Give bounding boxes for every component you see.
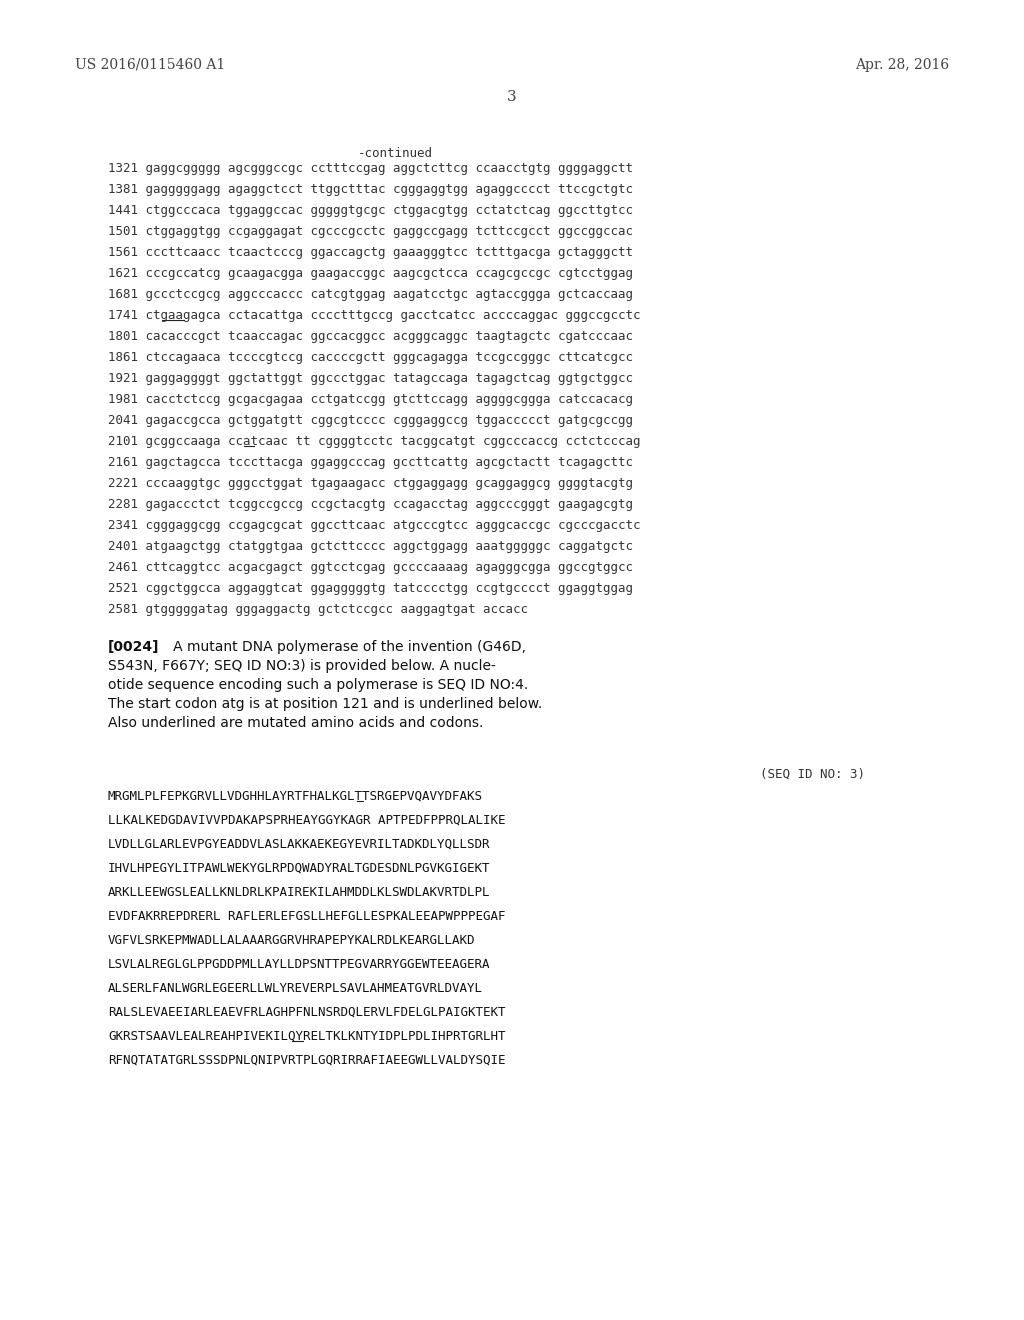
Text: 2461 cttcaggtcc acgacgagct ggtcctcgag gccccaaaag agagggcgga ggccgtggcc: 2461 cttcaggtcc acgacgagct ggtcctcgag gc…: [108, 561, 633, 574]
Text: VGFVLSRKEPMWADLLALAAARGGRVHRAPEPYKALRDLKEARGLLAKD: VGFVLSRKEPMWADLLALAAARGGRVHRAPEPYKALRDLK…: [108, 935, 475, 946]
Text: ARKLLEEWGSLEALLKNLDRLKPAIREKILAHMDDLKLSWDLAKVRTDLPL: ARKLLEEWGSLEALLKNLDRLKPAIREKILAHMDDLKLSW…: [108, 886, 490, 899]
Text: LVDLLGLARLEVPGYEADDVLASLAKKAEKEGYEVRILTADKDLYQLLSDR: LVDLLGLARLEVPGYEADDVLASLAKKAEKEGYEVRILTA…: [108, 838, 490, 851]
Text: 2281 gagaccctct tcggccgccg ccgctacgtg ccagacctag aggcccgggt gaagagcgtg: 2281 gagaccctct tcggccgccg ccgctacgtg cc…: [108, 498, 633, 511]
Text: 1441 ctggcccaca tggaggccac gggggtgcgc ctggacgtgg cctatctcag ggccttgtcc: 1441 ctggcccaca tggaggccac gggggtgcgc ct…: [108, 205, 633, 216]
Text: LSVLALREGLGLPPGDDPMLLAYLLDPSNTTPEGVARRYGGEWTEEAGERA: LSVLALREGLGLPPGDDPMLLAYLLDPSNTTPEGVARRYG…: [108, 958, 490, 972]
Text: S543N, F667Y; SEQ ID NO:3) is provided below. A nucle-: S543N, F667Y; SEQ ID NO:3) is provided b…: [108, 659, 496, 673]
Text: 2161 gagctagcca tcccttacga ggaggcccag gccttcattg agcgctactt tcagagcttc: 2161 gagctagcca tcccttacga ggaggcccag gc…: [108, 455, 633, 469]
Text: 1801 cacacccgct tcaaccagac ggccacggcc acgggcaggc taagtagctc cgatcccaac: 1801 cacacccgct tcaaccagac ggccacggcc ac…: [108, 330, 633, 343]
Text: RALSLEVAEEIARLEAEVFRLAGHPFNLNSRDQLERVLFDELGLPAIGKTEKT: RALSLEVAEEIARLEAEVFRLAGHPFNLNSRDQLERVLFD…: [108, 1006, 506, 1019]
Text: -continued: -continued: [357, 147, 432, 160]
Text: ALSERLFANLWGRLEGEERLLWLYREVERPLSAVLAHMEATGVRLDVAYL: ALSERLFANLWGRLEGEERLLWLYREVERPLSAVLAHMEA…: [108, 982, 483, 995]
Text: 2581 gtgggggatag gggaggactg gctctccgcc aaggagtgat accacc: 2581 gtgggggatag gggaggactg gctctccgcc a…: [108, 603, 528, 616]
Text: 2221 cccaaggtgc gggcctggat tgagaagacc ctggaggagg gcaggaggcg ggggtacgtg: 2221 cccaaggtgc gggcctggat tgagaagacc ct…: [108, 477, 633, 490]
Text: 1921 gaggaggggt ggctattggt ggccctggac tatagccaga tagagctcag ggtgctggcc: 1921 gaggaggggt ggctattggt ggccctggac ta…: [108, 372, 633, 385]
Text: 2401 atgaagctgg ctatggtgaa gctcttcccc aggctggagg aaatgggggc caggatgctc: 2401 atgaagctgg ctatggtgaa gctcttcccc ag…: [108, 540, 633, 553]
Text: (SEQ ID NO: 3): (SEQ ID NO: 3): [760, 768, 865, 781]
Text: 1861 ctccagaaca tccccgtccg caccccgctt gggcagagga tccgccgggc cttcatcgcc: 1861 ctccagaaca tccccgtccg caccccgctt gg…: [108, 351, 633, 364]
Text: 1561 cccttcaacc tcaactcccg ggaccagctg gaaagggtcc tctttgacga gctagggctt: 1561 cccttcaacc tcaactcccg ggaccagctg ga…: [108, 246, 633, 259]
Text: 1621 cccgccatcg gcaagacgga gaagaccggc aagcgctcca ccagcgccgc cgtcctggag: 1621 cccgccatcg gcaagacgga gaagaccggc aa…: [108, 267, 633, 280]
Text: otide sequence encoding such a polymerase is SEQ ID NO:4.: otide sequence encoding such a polymeras…: [108, 678, 528, 692]
Text: 3: 3: [507, 90, 517, 104]
Text: GKRSTSAAVLEALREAHPIVEKILQYRELTKLKNTYIDPLPDLIHPRTGRLHT: GKRSTSAAVLEALREAHPIVEKILQYRELTKLKNTYIDPL…: [108, 1030, 506, 1043]
Text: 1501 ctggaggtgg ccgaggagat cgcccgcctc gaggccgagg tcttccgcct ggccggccac: 1501 ctggaggtgg ccgaggagat cgcccgcctc ga…: [108, 224, 633, 238]
Text: 2041 gagaccgcca gctggatgtt cggcgtcccc cgggaggccg tggaccccct gatgcgccgg: 2041 gagaccgcca gctggatgtt cggcgtcccc cg…: [108, 414, 633, 426]
Text: 2521 cggctggcca aggaggtcat ggagggggtg tatcccctgg ccgtgcccct ggaggtggag: 2521 cggctggcca aggaggtcat ggagggggtg ta…: [108, 582, 633, 595]
Text: Apr. 28, 2016: Apr. 28, 2016: [855, 58, 949, 73]
Text: 1381 gagggggagg agaggctcct ttggctttac cgggaggtgg agaggcccct ttccgctgtc: 1381 gagggggagg agaggctcct ttggctttac cg…: [108, 183, 633, 195]
Text: 2101 gcggccaaga ccatcaac tt cggggtcctc tacggcatgt cggcccaccg cctctcccag: 2101 gcggccaaga ccatcaac tt cggggtcctc t…: [108, 436, 640, 447]
Text: 2341 cgggaggcgg ccgagcgcat ggccttcaac atgcccgtcc agggcaccgc cgcccgacctc: 2341 cgggaggcgg ccgagcgcat ggccttcaac at…: [108, 519, 640, 532]
Text: RFNQTATATGRLSSSDPNLQNIPVRTPLGQRIRRAFIAEEGWLLVALDYSQIE: RFNQTATATGRLSSSDPNLQNIPVRTPLGQRIRRAFIAEE…: [108, 1053, 506, 1067]
Text: US 2016/0115460 A1: US 2016/0115460 A1: [75, 58, 225, 73]
Text: 1321 gaggcggggg agcgggccgc cctttccgag aggctcttcg ccaacctgtg ggggaggctt: 1321 gaggcggggg agcgggccgc cctttccgag ag…: [108, 162, 633, 176]
Text: IHVLHPEGYLITPAWLWEKYGLRPDQWADYRALTGDESDNLPGVKGIGEKT: IHVLHPEGYLITPAWLWEKYGLRPDQWADYRALTGDESDN…: [108, 862, 490, 875]
Text: 1681 gccctccgcg aggcccaccc catcgtggag aagatcctgc agtaccggga gctcaccaag: 1681 gccctccgcg aggcccaccc catcgtggag aa…: [108, 288, 633, 301]
Text: LLKALKEDGDAVIVVPDAKAPSPRHEAYGGYKAGR APTPEDFPPRQLALIKE: LLKALKEDGDAVIVVPDAKAPSPRHEAYGGYKAGR APTP…: [108, 814, 506, 828]
Text: 1981 cacctctccg gcgacgagaa cctgatccgg gtcttccagg aggggcggga catccacacg: 1981 cacctctccg gcgacgagaa cctgatccgg gt…: [108, 393, 633, 407]
Text: [0024]: [0024]: [108, 640, 160, 653]
Text: A mutant DNA polymerase of the invention (G46D,: A mutant DNA polymerase of the invention…: [160, 640, 526, 653]
Text: MRGMLPLFEPKGRVLLVDGHHLAYRTFHALKGLTTSRGEPVQAVYDFAKS: MRGMLPLFEPKGRVLLVDGHHLAYRTFHALKGLTTSRGEP…: [108, 789, 483, 803]
Text: Also underlined are mutated amino acids and codons.: Also underlined are mutated amino acids …: [108, 715, 483, 730]
Text: EVDFAKRREPDRERL RAFLERLEFGSLLHEFGLLESPKALEEAPWPPPEGAF: EVDFAKRREPDRERL RAFLERLEFGSLLHEFGLLESPKA…: [108, 909, 506, 923]
Text: The start codon atg is at position 121 and is underlined below.: The start codon atg is at position 121 a…: [108, 697, 543, 711]
Text: 1741 ctgaagagca cctacattga cccctttgccg gacctcatcc accccaggac gggccgcctc: 1741 ctgaagagca cctacattga cccctttgccg g…: [108, 309, 640, 322]
